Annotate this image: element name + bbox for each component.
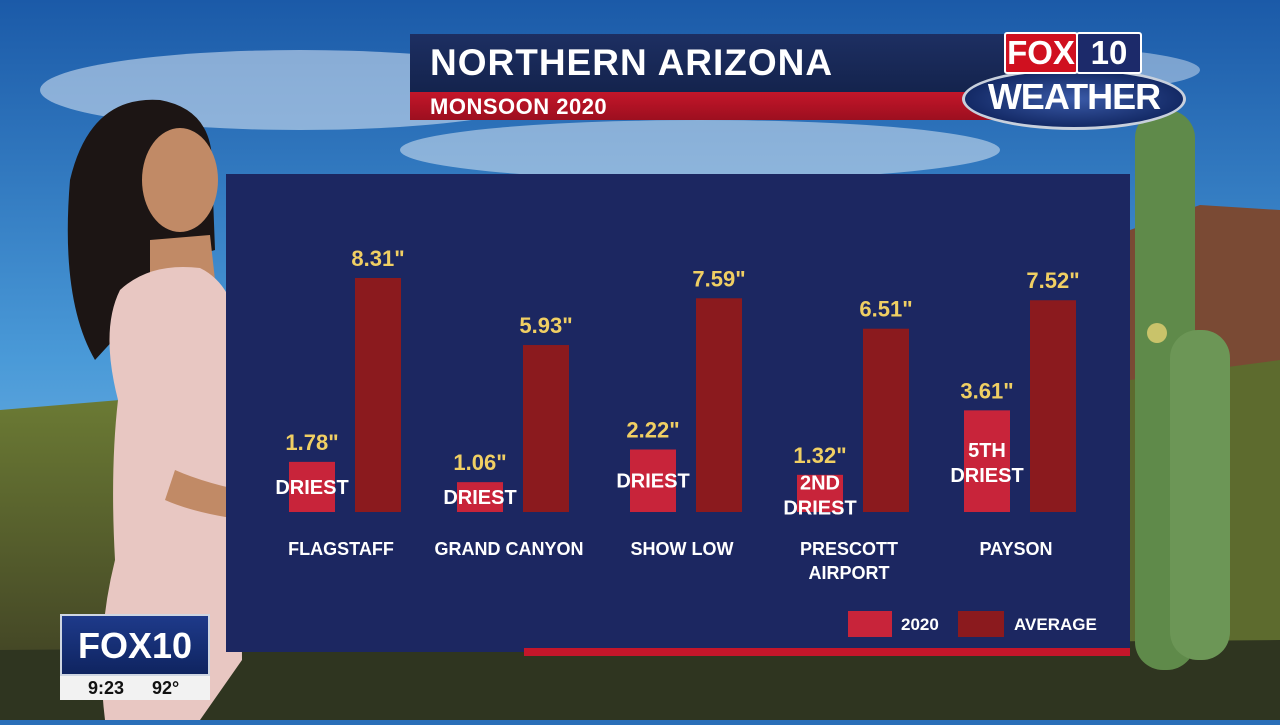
bar-average — [523, 345, 569, 512]
page-title: NORTHERN ARIZONA — [430, 42, 834, 83]
bug-info: 9:23 92° — [60, 676, 210, 700]
category-label: SHOW LOW — [631, 539, 734, 559]
bar-annotation: DRIEST — [616, 471, 689, 493]
bar-annotation: DRIEST — [783, 497, 856, 519]
page-subtitle: MONSOON 2020 — [430, 94, 608, 119]
category-label: PAYSON — [979, 539, 1052, 559]
panel-accent-line — [524, 648, 1130, 656]
category-label: PRESCOTT — [800, 539, 898, 559]
bar-2020 — [630, 449, 676, 512]
category-label: AIRPORT — [809, 563, 890, 583]
logo-fox-text: FOX — [1004, 32, 1078, 74]
bar-average — [355, 278, 401, 512]
bar-2020 — [797, 474, 843, 512]
bar-annotation: DRIEST — [950, 465, 1023, 487]
bug-brand: FOX10 — [60, 614, 210, 676]
value-label: 3.61" — [960, 378, 1013, 403]
logo-weather-text: WEATHER — [962, 68, 1186, 130]
value-label: 6.51" — [859, 297, 912, 322]
legend-swatch-2020 — [848, 611, 892, 637]
bar-2020 — [457, 482, 503, 512]
value-label: 7.59" — [692, 266, 745, 291]
bar-annotation: 2ND — [800, 472, 840, 494]
bar-average — [863, 328, 909, 512]
value-label: 7.52" — [1026, 268, 1079, 293]
value-label: 5.93" — [519, 313, 572, 338]
category-label: GRAND CANYON — [434, 539, 583, 559]
bug-temperature: 92° — [152, 678, 180, 698]
bar-2020 — [289, 461, 335, 512]
value-label: 1.78" — [285, 430, 338, 455]
fox10-weather-logo: WEATHER FOX 10 — [962, 30, 1186, 130]
bar-2020 — [964, 410, 1010, 512]
title-block: NORTHERN ARIZONA MONSOON 2020 — [410, 34, 1010, 120]
legend-label-average: AVERAGE — [1014, 615, 1097, 634]
value-label: 8.31" — [351, 246, 404, 271]
bug-time: 9:23 — [88, 678, 125, 698]
legend-swatch-average — [958, 611, 1004, 637]
cactus-arm — [1170, 330, 1230, 660]
bar-annotation: DRIEST — [275, 477, 348, 499]
station-bug: FOX10 9:23 92° — [60, 614, 210, 700]
bar-average — [1030, 300, 1076, 512]
legend-label-2020: 2020 — [901, 615, 939, 634]
title-bar: NORTHERN ARIZONA — [410, 34, 1010, 92]
bar-annotation: 5TH — [968, 440, 1006, 462]
value-label: 1.06" — [453, 450, 506, 475]
value-label: 1.32" — [793, 443, 846, 468]
bar-average — [696, 298, 742, 512]
value-label: 2.22" — [626, 417, 679, 442]
category-label: FLAGSTAFF — [288, 539, 394, 559]
subtitle-bar: MONSOON 2020 — [410, 92, 1000, 120]
bar-annotation: DRIEST — [443, 487, 516, 509]
logo-ten-text: 10 — [1076, 32, 1142, 74]
